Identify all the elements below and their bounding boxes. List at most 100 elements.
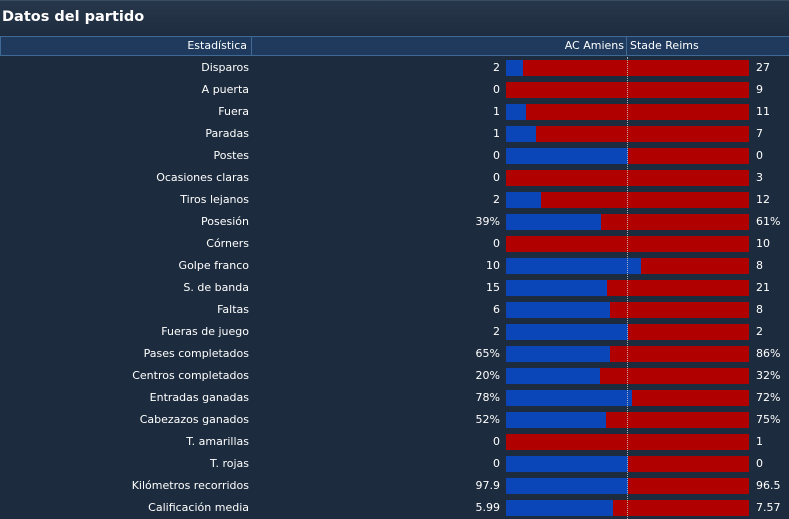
home-bar-segment <box>506 192 541 208</box>
home-value: 0 <box>493 149 500 162</box>
away-bar-segment <box>606 412 749 428</box>
away-bar-segment <box>628 324 749 340</box>
stat-row: Golpe franco 10 8 <box>0 255 789 277</box>
away-value: 1 <box>756 435 763 448</box>
stat-label: Fuera <box>218 105 249 118</box>
away-bar-segment <box>613 500 749 516</box>
away-value: 0 <box>756 457 763 470</box>
away-bar-segment <box>541 192 749 208</box>
stat-label: Córners <box>206 237 249 250</box>
away-value: 8 <box>756 259 763 272</box>
away-bar-segment <box>600 368 749 384</box>
home-bar-segment <box>506 148 628 164</box>
away-value: 86% <box>756 347 781 360</box>
away-value: 0 <box>756 149 763 162</box>
stat-row: T. rojas 0 0 <box>0 453 789 475</box>
away-value: 61% <box>756 215 781 228</box>
home-value: 78% <box>475 391 500 404</box>
title-bar: Datos del partido <box>0 0 789 35</box>
stat-label: Kilómetros recorridos <box>131 479 249 492</box>
stat-row: Paradas 1 7 <box>0 123 789 145</box>
center-divider <box>627 57 628 519</box>
home-bar-segment <box>506 346 610 362</box>
away-value: 2 <box>756 325 763 338</box>
home-bar-segment <box>506 500 613 516</box>
home-value: 10 <box>486 259 500 272</box>
away-bar-segment <box>526 104 749 120</box>
home-value: 20% <box>475 369 500 382</box>
comparison-bar <box>506 478 749 494</box>
comparison-bar <box>506 390 749 406</box>
away-bar-segment <box>610 302 749 318</box>
away-value: 96.5 <box>756 479 781 492</box>
home-bar-segment <box>506 104 526 120</box>
stat-label: Calificación media <box>148 501 249 514</box>
home-value: 15 <box>486 281 500 294</box>
comparison-bar <box>506 214 749 230</box>
comparison-bar <box>506 412 749 428</box>
home-value: 65% <box>475 347 500 360</box>
stat-label: T. amarillas <box>186 435 249 448</box>
stat-row: Disparos 2 27 <box>0 57 789 79</box>
stat-label: Pases completados <box>143 347 249 360</box>
home-bar-segment <box>506 126 536 142</box>
stat-label: Postes <box>213 149 249 162</box>
away-value: 27 <box>756 61 770 74</box>
home-bar-segment <box>506 258 641 274</box>
table-header: Estadística AC Amiens Stade Reims <box>0 36 789 56</box>
home-bar-segment <box>506 478 628 494</box>
away-value: 8 <box>756 303 763 316</box>
comparison-bar <box>506 192 749 208</box>
stat-label: Tiros lejanos <box>180 193 249 206</box>
stat-row: Entradas ganadas 78% 72% <box>0 387 789 409</box>
stat-label: Entradas ganadas <box>149 391 249 404</box>
away-bar-segment <box>536 126 749 142</box>
home-value: 0 <box>493 83 500 96</box>
away-bar-segment <box>628 478 749 494</box>
away-value: 11 <box>756 105 770 118</box>
home-value: 2 <box>493 61 500 74</box>
home-value: 97.9 <box>475 479 501 492</box>
home-value: 2 <box>493 193 500 206</box>
away-value: 7.57 <box>756 501 781 514</box>
home-value: 5.99 <box>475 501 501 514</box>
away-value: 3 <box>756 171 763 184</box>
stat-row: T. amarillas 0 1 <box>0 431 789 453</box>
away-bar-segment <box>641 258 749 274</box>
comparison-bar <box>506 104 749 120</box>
stat-row: Fuera 1 11 <box>0 101 789 123</box>
home-value: 2 <box>493 325 500 338</box>
stat-label: Posesión <box>201 215 249 228</box>
column-header-home-team[interactable]: AC Amiens <box>252 37 627 55</box>
stats-table: Disparos 2 27 A puerta 0 9 Fuera 1 11 Paradas 1 7 Po… <box>0 57 789 519</box>
away-value: 9 <box>756 83 763 96</box>
stat-row: Postes 0 0 <box>0 145 789 167</box>
comparison-bar <box>506 60 749 76</box>
column-header-away-team[interactable]: Stade Reims <box>630 39 699 52</box>
away-value: 10 <box>756 237 770 250</box>
stat-label: Centros completados <box>132 369 249 382</box>
away-bar-segment <box>628 148 749 164</box>
comparison-bar <box>506 148 749 164</box>
away-bar-segment <box>628 456 749 472</box>
column-header-stat[interactable]: Estadística <box>0 37 252 55</box>
stat-row: Ocasiones claras 0 3 <box>0 167 789 189</box>
stat-row: Pases completados 65% 86% <box>0 343 789 365</box>
away-value: 72% <box>756 391 781 404</box>
home-value: 52% <box>475 413 500 426</box>
comparison-bar <box>506 302 749 318</box>
stat-row: Cabezazos ganados 52% 75% <box>0 409 789 431</box>
home-value: 1 <box>493 127 500 140</box>
home-bar-segment <box>506 390 632 406</box>
home-value: 0 <box>493 237 500 250</box>
stat-row: Tiros lejanos 2 12 <box>0 189 789 211</box>
stat-row: Posesión 39% 61% <box>0 211 789 233</box>
home-bar-segment <box>506 456 628 472</box>
away-bar-segment <box>607 280 749 296</box>
stat-row: A puerta 0 9 <box>0 79 789 101</box>
away-value: 21 <box>756 281 770 294</box>
comparison-bar <box>506 324 749 340</box>
stat-label: Paradas <box>205 127 249 140</box>
home-bar-segment <box>506 324 628 340</box>
home-bar-segment <box>506 368 600 384</box>
